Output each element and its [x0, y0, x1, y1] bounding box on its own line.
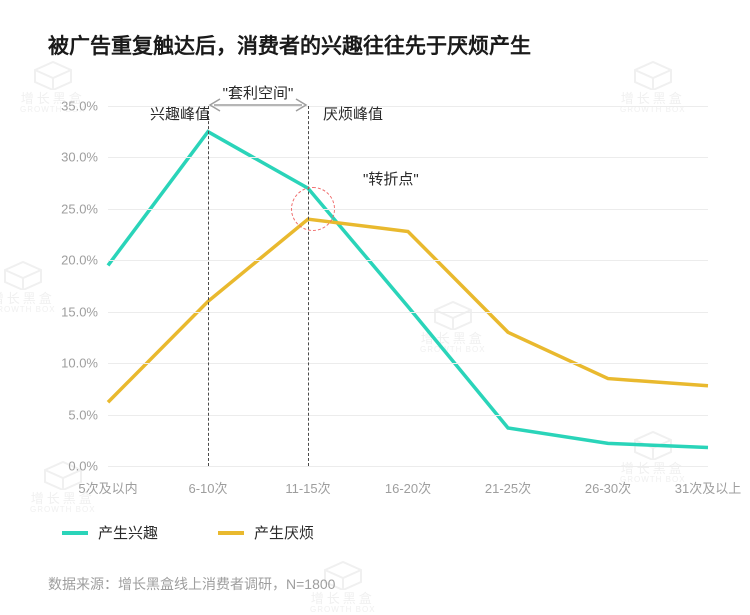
legend-label: 产生兴趣 — [98, 522, 158, 543]
y-tick-label: 30.0% — [61, 150, 108, 165]
y-tick-label: 15.0% — [61, 304, 108, 319]
gridline — [108, 209, 708, 210]
chart-svg — [108, 106, 708, 466]
annotation-label: 兴趣峰值 — [150, 103, 210, 124]
y-tick-label: 10.0% — [61, 356, 108, 371]
legend-swatch — [62, 531, 88, 535]
line-chart: 0.0%5.0%10.0%15.0%20.0%25.0%30.0%35.0%5次… — [108, 106, 708, 466]
y-tick-label: 5.0% — [68, 407, 108, 422]
data-source: 数据来源：增长黑盒线上消费者调研，N=1800 — [48, 574, 335, 594]
x-tick-label: 31次及以上 — [675, 466, 741, 497]
x-tick-label: 5次及以内 — [78, 466, 137, 497]
annotation-label: 厌烦峰值 — [323, 103, 383, 124]
y-tick-label: 25.0% — [61, 201, 108, 216]
gridline — [108, 415, 708, 416]
x-tick-label: 26-30次 — [585, 466, 631, 497]
legend: 产生兴趣 产生厌烦 — [62, 522, 314, 543]
x-tick-label: 11-15次 — [285, 466, 330, 497]
watermark: 增长黑盒 GROWTH BOX — [0, 260, 56, 315]
legend-item: 产生厌烦 — [218, 522, 314, 543]
gridline — [108, 157, 708, 158]
turning-point-marker — [291, 187, 335, 231]
reference-vline — [208, 106, 209, 466]
series-line — [108, 219, 708, 402]
chart-title: 被广告重复触达后，消费者的兴趣往往先于厌烦产生 — [48, 30, 531, 60]
reference-vline — [308, 106, 309, 466]
x-tick-label: 21-25次 — [485, 466, 531, 497]
legend-swatch — [218, 531, 244, 535]
legend-label: 产生厌烦 — [254, 522, 314, 543]
x-tick-label: 16-20次 — [385, 466, 431, 497]
legend-item: 产生兴趣 — [62, 522, 158, 543]
annotation-label: "转折点" — [363, 168, 419, 189]
y-tick-label: 20.0% — [61, 253, 108, 268]
gridline — [108, 363, 708, 364]
annotation-label: "套利空间" — [223, 82, 294, 103]
gridline — [108, 260, 708, 261]
y-tick-label: 35.0% — [61, 99, 108, 114]
x-tick-label: 6-10次 — [188, 466, 227, 497]
gridline — [108, 312, 708, 313]
